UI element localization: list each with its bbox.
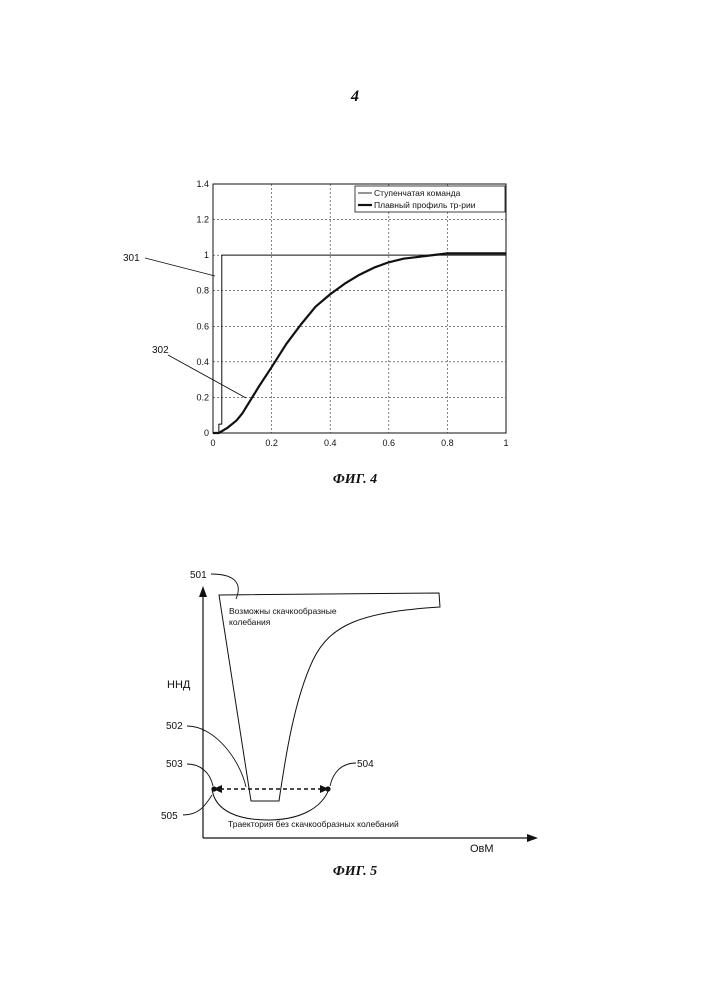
figure-5-caption: ФИГ. 5: [295, 864, 415, 880]
x-tick-label: 0.4: [324, 438, 337, 448]
y-tick-label: 1: [204, 250, 209, 260]
y-tick-label: 1.4: [196, 179, 209, 189]
y-tick-label: 0.8: [196, 286, 209, 296]
series-line-step-command: [213, 255, 506, 433]
y-tick-label: 0.2: [196, 392, 209, 402]
plot-frame: [213, 184, 506, 433]
y-tick-label: 0.4: [196, 357, 209, 367]
figure-4-caption: ФИГ. 4: [295, 472, 415, 488]
ref-301: 301: [123, 253, 140, 264]
y-tick-label: 0.6: [196, 321, 209, 331]
x-tick-label: 0.2: [265, 438, 278, 448]
leader-301: [145, 258, 215, 276]
y-tick-label: 0: [204, 428, 209, 438]
ref-302: 302: [152, 345, 169, 356]
legend-entry-smooth: Плавный профиль тр-рии: [374, 200, 476, 210]
x-tick-label: 1: [503, 438, 508, 448]
chart-legend: Ступенчатая команда Плавный профиль тр-р…: [355, 186, 505, 212]
x-tick-label: 0.6: [383, 438, 396, 448]
y-axis-ticks: 0 0.2 0.4 0.6 0.8 1 1.2 1.4: [196, 179, 209, 438]
x-tick-label: 0: [210, 438, 215, 448]
series-lines: [213, 253, 506, 433]
legend-entry-step: Ступенчатая команда: [374, 188, 461, 198]
y-tick-label: 1.2: [196, 215, 209, 225]
chart-grid: [213, 184, 506, 433]
x-axis-ticks: 0 0.2 0.4 0.6 0.8 1: [210, 438, 508, 448]
series-line-smooth-profile: [213, 253, 506, 433]
x-tick-label: 0.8: [441, 438, 454, 448]
